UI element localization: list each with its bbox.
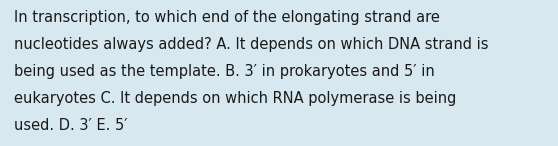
Text: In transcription, to which end of the elongating strand are: In transcription, to which end of the el… — [14, 10, 440, 25]
Text: nucleotides always added? A. It depends on which DNA strand is: nucleotides always added? A. It depends … — [14, 37, 488, 52]
Text: being used as the template. B. 3′ in prokaryotes and 5′ in: being used as the template. B. 3′ in pro… — [14, 64, 435, 79]
Text: used. D. 3′ E. 5′: used. D. 3′ E. 5′ — [14, 118, 128, 133]
Text: eukaryotes C. It depends on which RNA polymerase is being: eukaryotes C. It depends on which RNA po… — [14, 91, 456, 106]
